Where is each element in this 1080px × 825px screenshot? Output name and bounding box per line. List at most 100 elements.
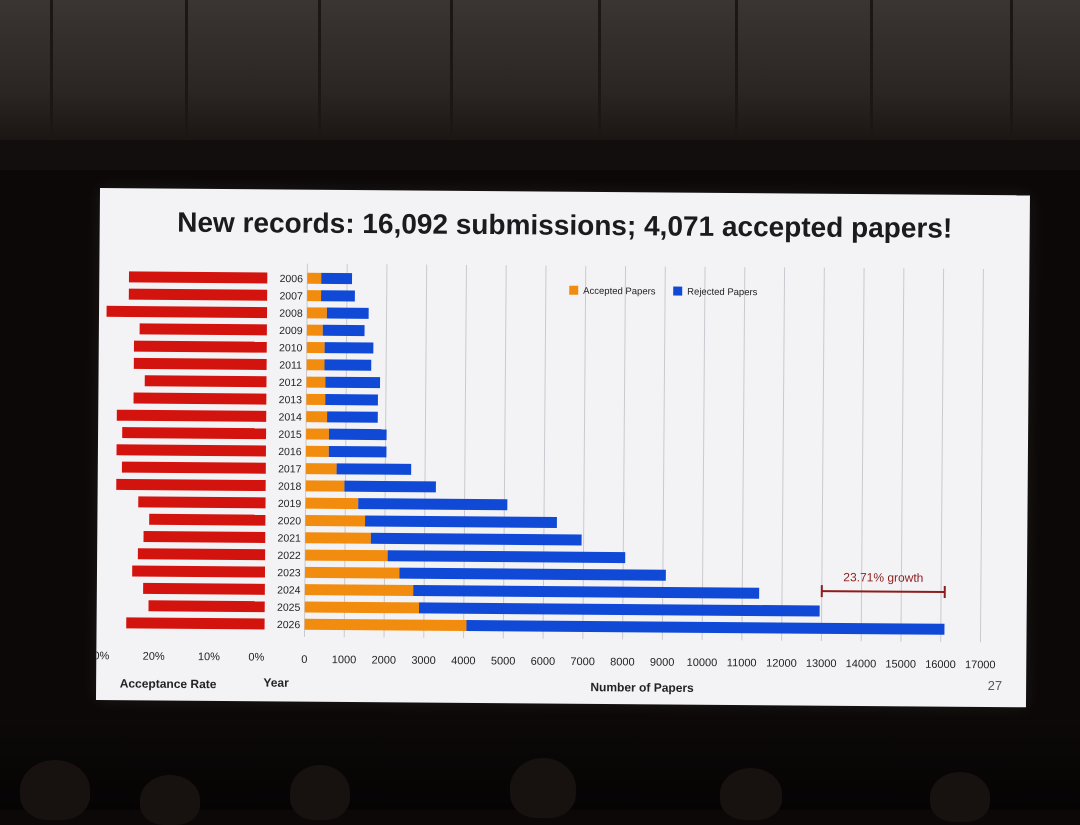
x-tick-label: 6000	[531, 656, 556, 668]
gridline	[941, 269, 944, 642]
year-label: 2015	[278, 429, 302, 441]
year-label: 2022	[277, 550, 301, 562]
acceptance-rate-bar	[122, 427, 266, 439]
rejected-papers-bar	[337, 463, 412, 475]
acceptance-rate-bar	[148, 600, 264, 612]
x-tick-label: 17000	[965, 659, 996, 671]
gridline	[662, 266, 665, 639]
acceptance-rate-bar	[140, 323, 267, 335]
year-label: 2014	[278, 411, 302, 423]
x-tick-label: 9000	[650, 657, 675, 669]
year-label: 2025	[277, 602, 301, 614]
year-label: 2024	[277, 584, 301, 596]
legend-swatch	[569, 286, 578, 295]
rate-tick-label: 20%	[143, 651, 165, 663]
gridline	[821, 268, 824, 641]
gridline	[464, 265, 467, 638]
year-label: 2006	[280, 273, 304, 285]
rejected-papers-bar	[388, 550, 626, 563]
legend-label: Accepted Papers	[583, 286, 656, 298]
x-tick-label: 5000	[491, 655, 516, 667]
rate-axis-label: Acceptance Rate	[120, 676, 217, 691]
accepted-papers-bar	[306, 446, 329, 457]
accepted-papers-bar	[305, 567, 400, 579]
rejected-papers-bar	[325, 394, 378, 405]
acceptance-rate-bar	[149, 514, 265, 526]
acceptance-rate-bar	[132, 566, 265, 578]
year-label: 2013	[279, 394, 303, 406]
acceptance-rate-bar	[145, 375, 267, 387]
accepted-papers-bar	[307, 342, 325, 353]
rejected-papers-bar	[399, 568, 666, 581]
x-tick-label: 7000	[570, 656, 595, 668]
rate-tick-label: 30%	[96, 650, 110, 662]
rejected-papers-bar	[321, 290, 355, 301]
accepted-papers-bar	[305, 550, 388, 562]
accepted-papers-bar	[307, 307, 327, 318]
rejected-papers-bar	[365, 515, 557, 528]
rejected-papers-bar	[413, 585, 759, 599]
gridline	[702, 267, 705, 640]
accepted-papers-bar	[305, 498, 358, 509]
x-tick-label: 1000	[332, 654, 357, 666]
year-label: 2010	[279, 342, 303, 354]
accepted-papers-bar	[306, 480, 345, 491]
gridline	[980, 269, 983, 642]
gridline	[583, 266, 586, 639]
year-label: 2021	[278, 533, 302, 545]
accepted-papers-bar	[307, 273, 321, 284]
accepted-papers-bar	[305, 601, 419, 613]
rejected-papers-bar	[324, 359, 371, 370]
rejected-papers-bar	[371, 533, 582, 546]
x-tick-label: 16000	[925, 659, 956, 671]
acceptance-rate-bar	[117, 410, 266, 422]
rejected-papers-bar	[323, 325, 365, 336]
x-tick-label: 2000	[372, 654, 397, 666]
year-label: 2011	[279, 360, 302, 372]
x-tick-label: 13000	[806, 658, 837, 670]
acceptance-rate-bar	[138, 496, 265, 508]
acceptance-rate-bar	[134, 358, 267, 370]
gridline	[861, 268, 864, 641]
year-label: 2012	[279, 377, 303, 389]
gridline	[742, 267, 745, 640]
ceiling-backdrop	[0, 0, 1080, 150]
accepted-papers-bar	[306, 411, 327, 422]
acceptance-rate-bar	[129, 271, 267, 283]
acceptance-rate-bar	[122, 462, 266, 474]
presentation-slide: New records: 16,092 submissions; 4,071 a…	[96, 188, 1030, 707]
rejected-papers-bar	[325, 377, 380, 388]
rate-tick-label: 0%	[248, 651, 264, 663]
gridline	[543, 266, 546, 639]
accepted-papers-bar	[306, 463, 337, 474]
x-tick-label: 10000	[687, 657, 718, 669]
acceptance-rate-bar	[134, 393, 267, 405]
rejected-papers-bar	[358, 498, 507, 510]
acceptance-rate-bar	[116, 479, 265, 491]
year-label: 2019	[278, 498, 302, 510]
x-tick-label: 8000	[610, 656, 635, 668]
gridline	[424, 265, 427, 638]
year-label: 2026	[277, 619, 301, 631]
rejected-papers-bar	[344, 481, 436, 493]
x-tick-label: 3000	[411, 655, 436, 667]
year-label: 2009	[279, 325, 303, 337]
x-tick-label: 12000	[766, 658, 797, 670]
accepted-papers-bar	[307, 290, 321, 301]
acceptance-rate-bar	[134, 341, 267, 353]
accepted-papers-bar	[307, 359, 325, 370]
x-tick-label: 11000	[727, 657, 757, 669]
growth-bracket	[822, 591, 945, 592]
accepted-papers-bar	[307, 325, 323, 336]
rejected-papers-bar	[466, 620, 944, 635]
slide-number: 27	[988, 678, 1003, 693]
gridline	[782, 267, 785, 640]
year-label: 2020	[278, 515, 302, 527]
wall-band	[0, 140, 1080, 170]
rejected-papers-bar	[329, 429, 387, 440]
x-tick-label: 14000	[846, 658, 877, 670]
x-tick-label: 0	[301, 654, 307, 666]
rejected-papers-bar	[329, 446, 387, 457]
growth-annotation: 23.71% growth	[843, 570, 923, 585]
